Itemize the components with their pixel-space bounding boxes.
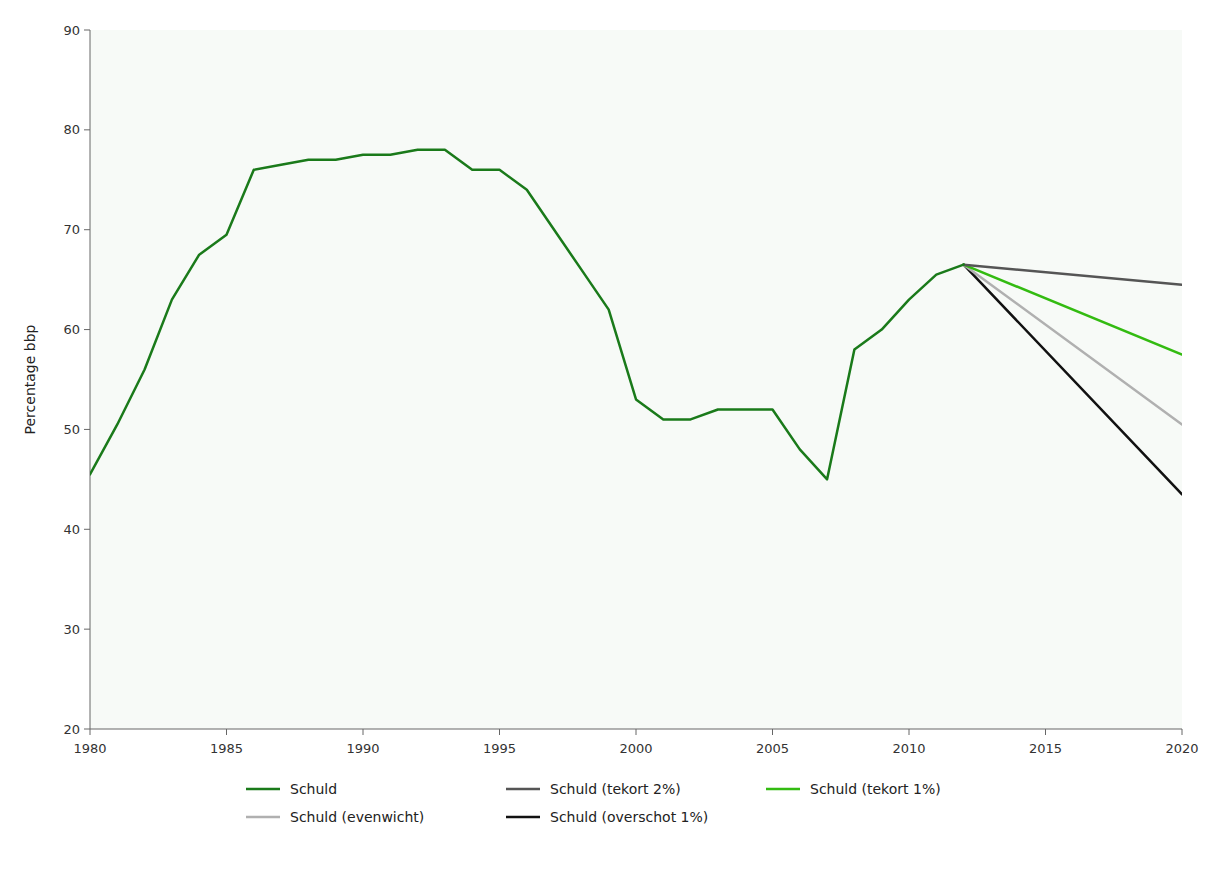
x-tick — [909, 729, 910, 735]
legend-label: Schuld (tekort 2%) — [550, 781, 681, 797]
y-tick-label: 30 — [63, 622, 80, 637]
y-tick-label: 60 — [63, 322, 80, 337]
x-tick — [1045, 729, 1046, 735]
x-tick — [772, 729, 773, 735]
x-tick-label: 1980 — [73, 741, 106, 756]
legend-swatch — [766, 788, 800, 791]
x-tick-label: 2010 — [892, 741, 925, 756]
legend-swatch — [246, 788, 280, 791]
legend-swatch — [246, 816, 280, 819]
y-tick-label: 40 — [63, 522, 80, 537]
x-tick — [1182, 729, 1183, 735]
series-line — [964, 265, 1182, 425]
plot-area — [90, 30, 1182, 729]
x-tick — [499, 729, 500, 735]
legend-label: Schuld — [290, 781, 337, 797]
y-axis-line — [90, 30, 91, 729]
y-tick — [84, 229, 90, 230]
y-tick — [84, 729, 90, 730]
legend-label: Schuld (evenwicht) — [290, 809, 424, 825]
series-line — [964, 265, 1182, 285]
legend: Schuld Schuld (tekort 2%) Schuld (tekort 1… — [246, 781, 941, 825]
legend-label: Schuld (tekort 1%) — [810, 781, 941, 797]
legend-swatch — [506, 816, 540, 819]
y-tick — [84, 30, 90, 31]
y-tick-label: 70 — [63, 222, 80, 237]
y-tick-label: 80 — [63, 122, 80, 137]
y-tick — [84, 329, 90, 330]
x-tick-label: 2015 — [1029, 741, 1062, 756]
x-tick-label: 1995 — [483, 741, 516, 756]
x-tick — [363, 729, 364, 735]
y-tick — [84, 529, 90, 530]
lines — [90, 150, 1182, 495]
y-tick — [84, 129, 90, 130]
x-tick — [636, 729, 637, 735]
y-tick-label: 90 — [63, 23, 80, 38]
series-line — [964, 265, 1182, 355]
y-tick-label: 50 — [63, 422, 80, 437]
x-tick-label: 1990 — [346, 741, 379, 756]
x-tick-label: 2000 — [619, 741, 652, 756]
x-tick — [90, 729, 91, 735]
y-tick — [84, 429, 90, 430]
y-tick — [84, 629, 90, 630]
x-tick-label: 2005 — [756, 741, 789, 756]
x-tick-label: 2020 — [1165, 741, 1198, 756]
x-tick-label: 1985 — [210, 741, 243, 756]
legend-swatch — [506, 788, 540, 791]
axes: 1980198519901995200020052010201520202030… — [63, 23, 1198, 757]
y-tick-label: 20 — [63, 722, 80, 737]
series-line — [964, 265, 1182, 495]
chart: 1980198519901995200020052010201520202030… — [0, 0, 1222, 869]
y-axis-label: Percentage bbp — [22, 324, 38, 434]
legend-label: Schuld (overschot 1%) — [550, 809, 708, 825]
x-tick — [226, 729, 227, 735]
series-line — [90, 150, 964, 480]
